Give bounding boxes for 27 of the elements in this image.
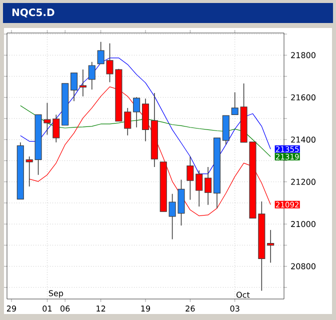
candlestick [79,69,86,97]
candlestick [196,170,203,207]
candlestick [267,230,274,264]
chart-title: NQC5.D [12,8,54,18]
y-tick-label: 21000 [291,221,316,228]
candlestick [124,108,132,136]
ref-line-label: Oct [236,292,250,298]
candlestick [204,166,212,206]
x-tick-label: 29 [6,306,16,312]
x-tick-label: 01 [42,306,52,312]
y-tick-label: 21800 [291,52,316,58]
candlestick [186,156,194,200]
candlestick [88,62,96,90]
y-tick-label: 20800 [291,263,316,270]
x-tick-label: 12 [96,306,106,312]
candlestick [70,72,78,102]
y-tick-label: 21400 [291,136,316,143]
x-tick-label: 03 [230,306,240,312]
candlestick [231,92,238,116]
line-series [20,105,271,158]
y-tick-label: 21600 [291,94,316,100]
x-tick-label: 26 [186,306,195,312]
y-tick-label: 21200 [291,178,316,185]
x-tick-label: 19 [141,306,150,312]
x-tick-label: 06 [60,306,70,312]
ref-line-label: Sep [48,290,64,298]
candlestick [133,96,140,128]
